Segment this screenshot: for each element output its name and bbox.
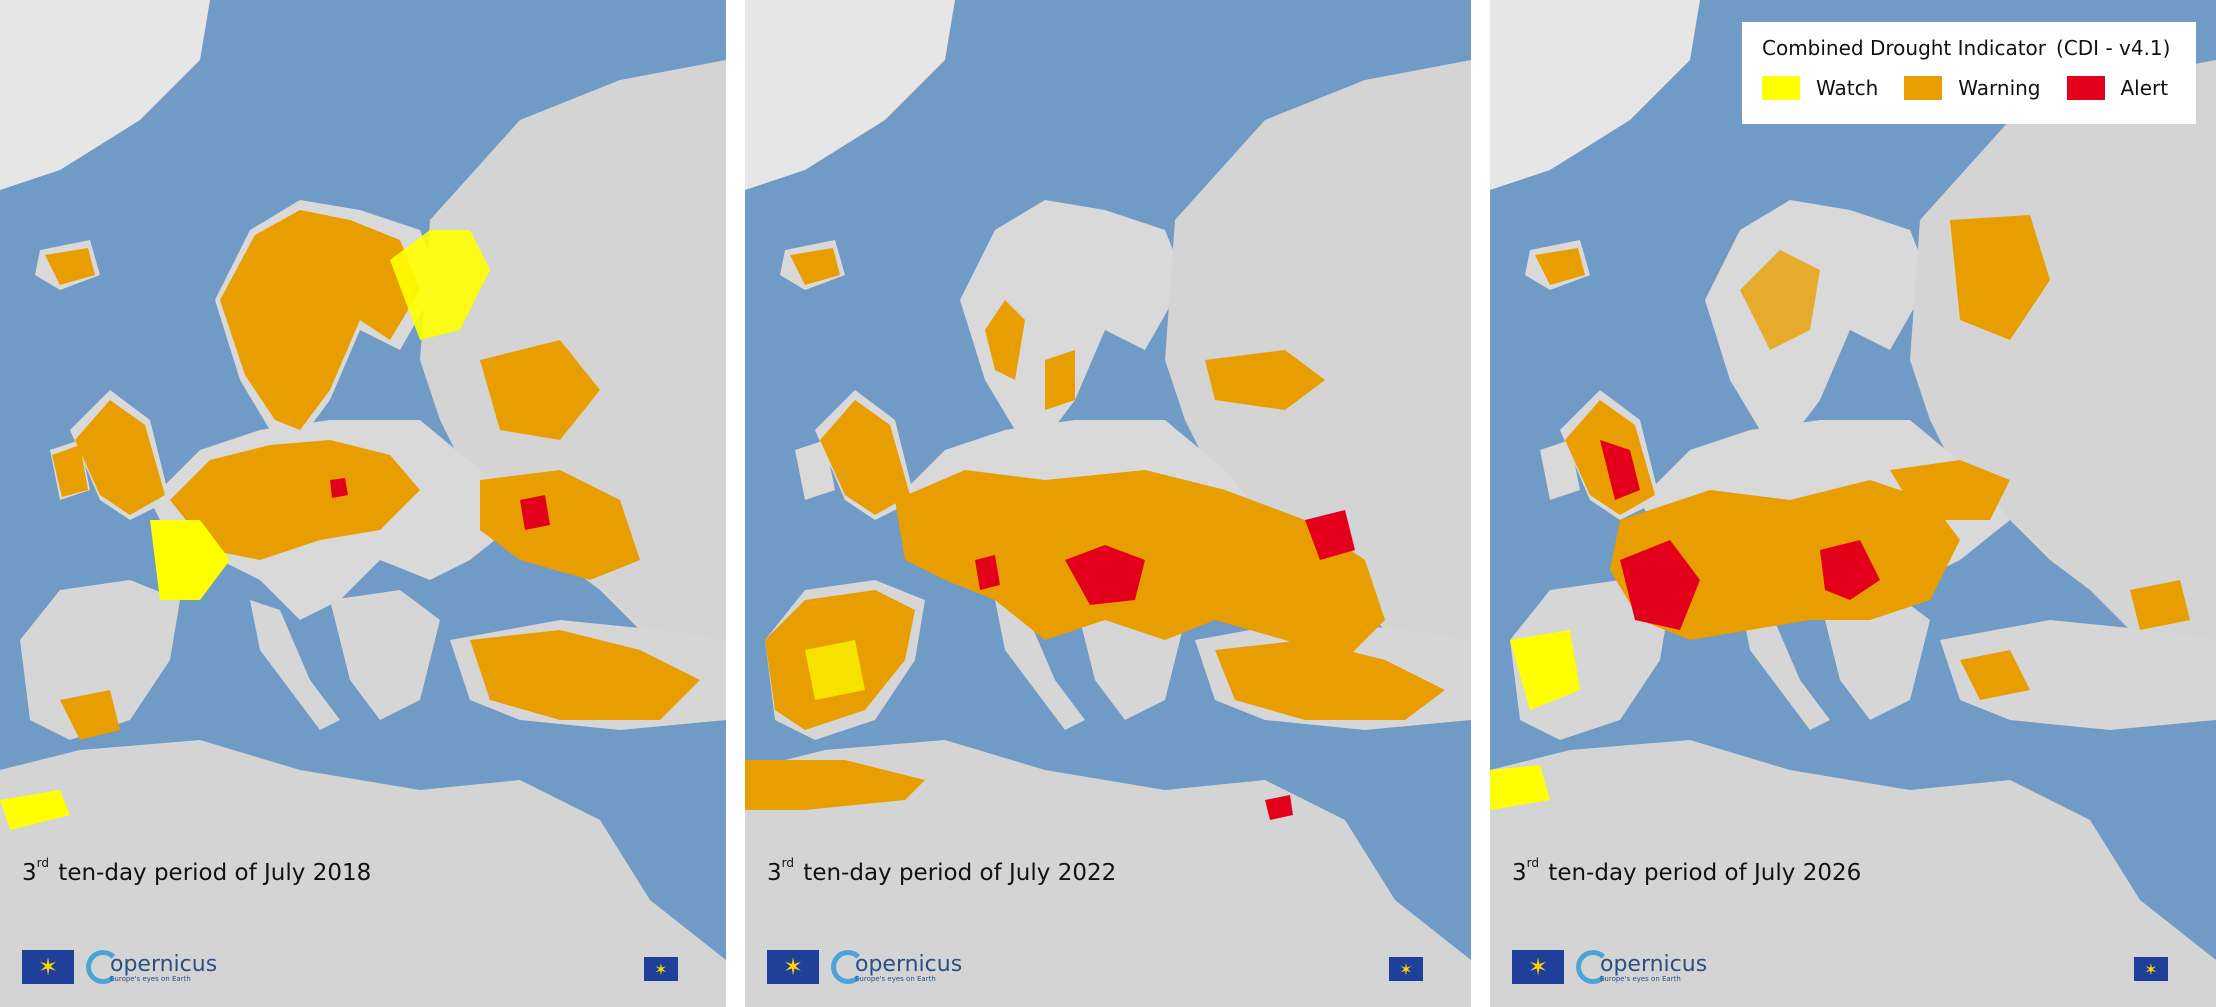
eu-flag-icon: ✶ (1512, 950, 1564, 984)
land-greenland (0, 0, 210, 190)
warning-turkey (470, 630, 700, 720)
map-legend: Combined Drought Indicator (CDI - v4.1) W… (1742, 22, 2196, 124)
land-italy (250, 600, 340, 730)
warning-swatch (1904, 76, 1943, 100)
watch-africa (0, 790, 70, 830)
branding-row: ✶ opernicus Europe's eyes on Earth (767, 947, 962, 987)
warning-central (170, 440, 420, 560)
alert-swatch (2066, 76, 2105, 100)
drought-map-2018 (0, 0, 726, 1007)
branding-row: ✶ opernicus Europe's eyes on Earth (1512, 947, 1707, 987)
period-caption: 3rd ten-day period of July 2026 (1512, 856, 1862, 886)
watch-france (150, 520, 230, 600)
legend-items: Watch Warning Alert (1762, 76, 2176, 100)
copernicus-logo: opernicus Europe's eyes on Earth (831, 950, 962, 984)
copernicus-c-icon (86, 950, 120, 984)
watch-finland (390, 230, 490, 340)
warning-ukraine (480, 470, 640, 580)
warning-iberia (60, 690, 120, 740)
period-caption: 3rd ten-day period of July 2022 (767, 856, 1117, 886)
map-panel-2018: 3rd ten-day period of July 2018 ✶ operni… (0, 0, 726, 1007)
warning-uk (75, 400, 165, 515)
map-panel-2026: 3rd ten-day period of July 2026 ✶ operni… (1490, 0, 2216, 1007)
eu-flag-icon: ✶ (22, 950, 74, 984)
warning-iceland (45, 248, 95, 285)
legend-item-alert: Alert (2066, 76, 2168, 100)
legend-item-warning: Warning (1904, 76, 2041, 100)
warning-russia (480, 340, 600, 440)
map-panel-2022: 3rd ten-day period of July 2022 ✶ operni… (745, 0, 1471, 1007)
copernicus-c-icon (1576, 950, 1610, 984)
alert-spots-central (330, 478, 348, 498)
branding-row: ✶ opernicus Europe's eyes on Earth (22, 947, 217, 987)
legend-item-watch: Watch (1762, 76, 1878, 100)
copernicus-c-icon (831, 950, 865, 984)
warning-ireland (52, 445, 88, 497)
eu-flag-icon: ✶ (767, 950, 819, 984)
drought-map-2026 (1490, 0, 2216, 1007)
copernicus-logo: opernicus Europe's eyes on Earth (86, 950, 217, 984)
eu-flag-small-icon: ✶ (1389, 957, 1423, 981)
copernicus-logo: opernicus Europe's eyes on Earth (1576, 950, 1707, 984)
eu-flag-small-icon: ✶ (2134, 957, 2168, 981)
eu-flag-small-icon: ✶ (644, 957, 678, 981)
land-balkans (330, 590, 440, 720)
period-caption: 3rd ten-day period of July 2018 (22, 856, 372, 886)
land-africa (0, 740, 726, 1007)
alert-spots-east (520, 495, 550, 530)
legend-title: Combined Drought Indicator (CDI - v4.1) (1762, 36, 2171, 60)
watch-swatch (1762, 76, 1800, 100)
drought-map-2022 (745, 0, 1471, 1007)
warning-scandinavia (220, 210, 420, 430)
